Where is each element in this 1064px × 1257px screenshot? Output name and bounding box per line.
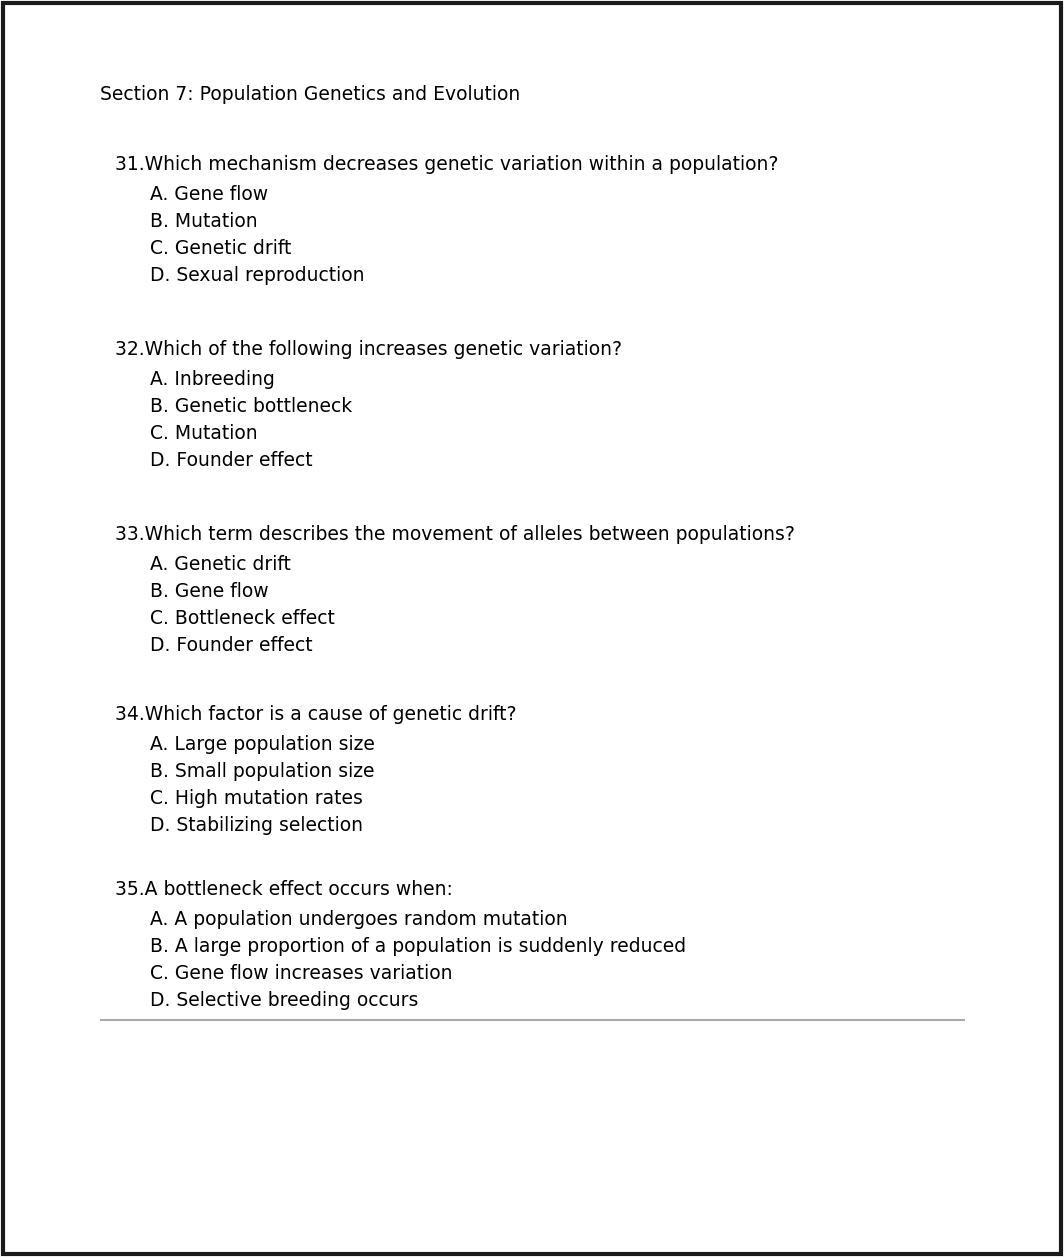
Text: 34.Which factor is a cause of genetic drift?: 34.Which factor is a cause of genetic dr…	[115, 705, 516, 724]
Text: B. Gene flow: B. Gene flow	[150, 582, 268, 601]
Text: D. Founder effect: D. Founder effect	[150, 636, 313, 655]
Text: C. Genetic drift: C. Genetic drift	[150, 239, 292, 258]
Text: D. Sexual reproduction: D. Sexual reproduction	[150, 266, 365, 285]
Text: Section 7: Population Genetics and Evolution: Section 7: Population Genetics and Evolu…	[100, 85, 520, 104]
Text: A. Gene flow: A. Gene flow	[150, 185, 268, 204]
Text: A. A population undergoes random mutation: A. A population undergoes random mutatio…	[150, 910, 567, 929]
Text: 32.Which of the following increases genetic variation?: 32.Which of the following increases gene…	[115, 339, 622, 360]
Text: 31.Which mechanism decreases genetic variation within a population?: 31.Which mechanism decreases genetic var…	[115, 155, 779, 173]
Text: D. Stabilizing selection: D. Stabilizing selection	[150, 816, 363, 835]
Text: C. Mutation: C. Mutation	[150, 424, 257, 442]
Text: 35.A bottleneck effect occurs when:: 35.A bottleneck effect occurs when:	[115, 880, 453, 899]
Text: A. Inbreeding: A. Inbreeding	[150, 370, 275, 388]
Text: D. Founder effect: D. Founder effect	[150, 451, 313, 470]
Text: C. Bottleneck effect: C. Bottleneck effect	[150, 608, 335, 628]
Text: B. Mutation: B. Mutation	[150, 212, 257, 231]
Text: B. Genetic bottleneck: B. Genetic bottleneck	[150, 397, 352, 416]
Text: D. Selective breeding occurs: D. Selective breeding occurs	[150, 991, 418, 1011]
Text: C. High mutation rates: C. High mutation rates	[150, 789, 363, 808]
Text: 33.Which term describes the movement of alleles between populations?: 33.Which term describes the movement of …	[115, 525, 795, 544]
Text: C. Gene flow increases variation: C. Gene flow increases variation	[150, 964, 452, 983]
Text: A. Large population size: A. Large population size	[150, 735, 375, 754]
Text: B. A large proportion of a population is suddenly reduced: B. A large proportion of a population is…	[150, 936, 686, 957]
Text: B. Small population size: B. Small population size	[150, 762, 375, 781]
Text: A. Genetic drift: A. Genetic drift	[150, 556, 290, 574]
